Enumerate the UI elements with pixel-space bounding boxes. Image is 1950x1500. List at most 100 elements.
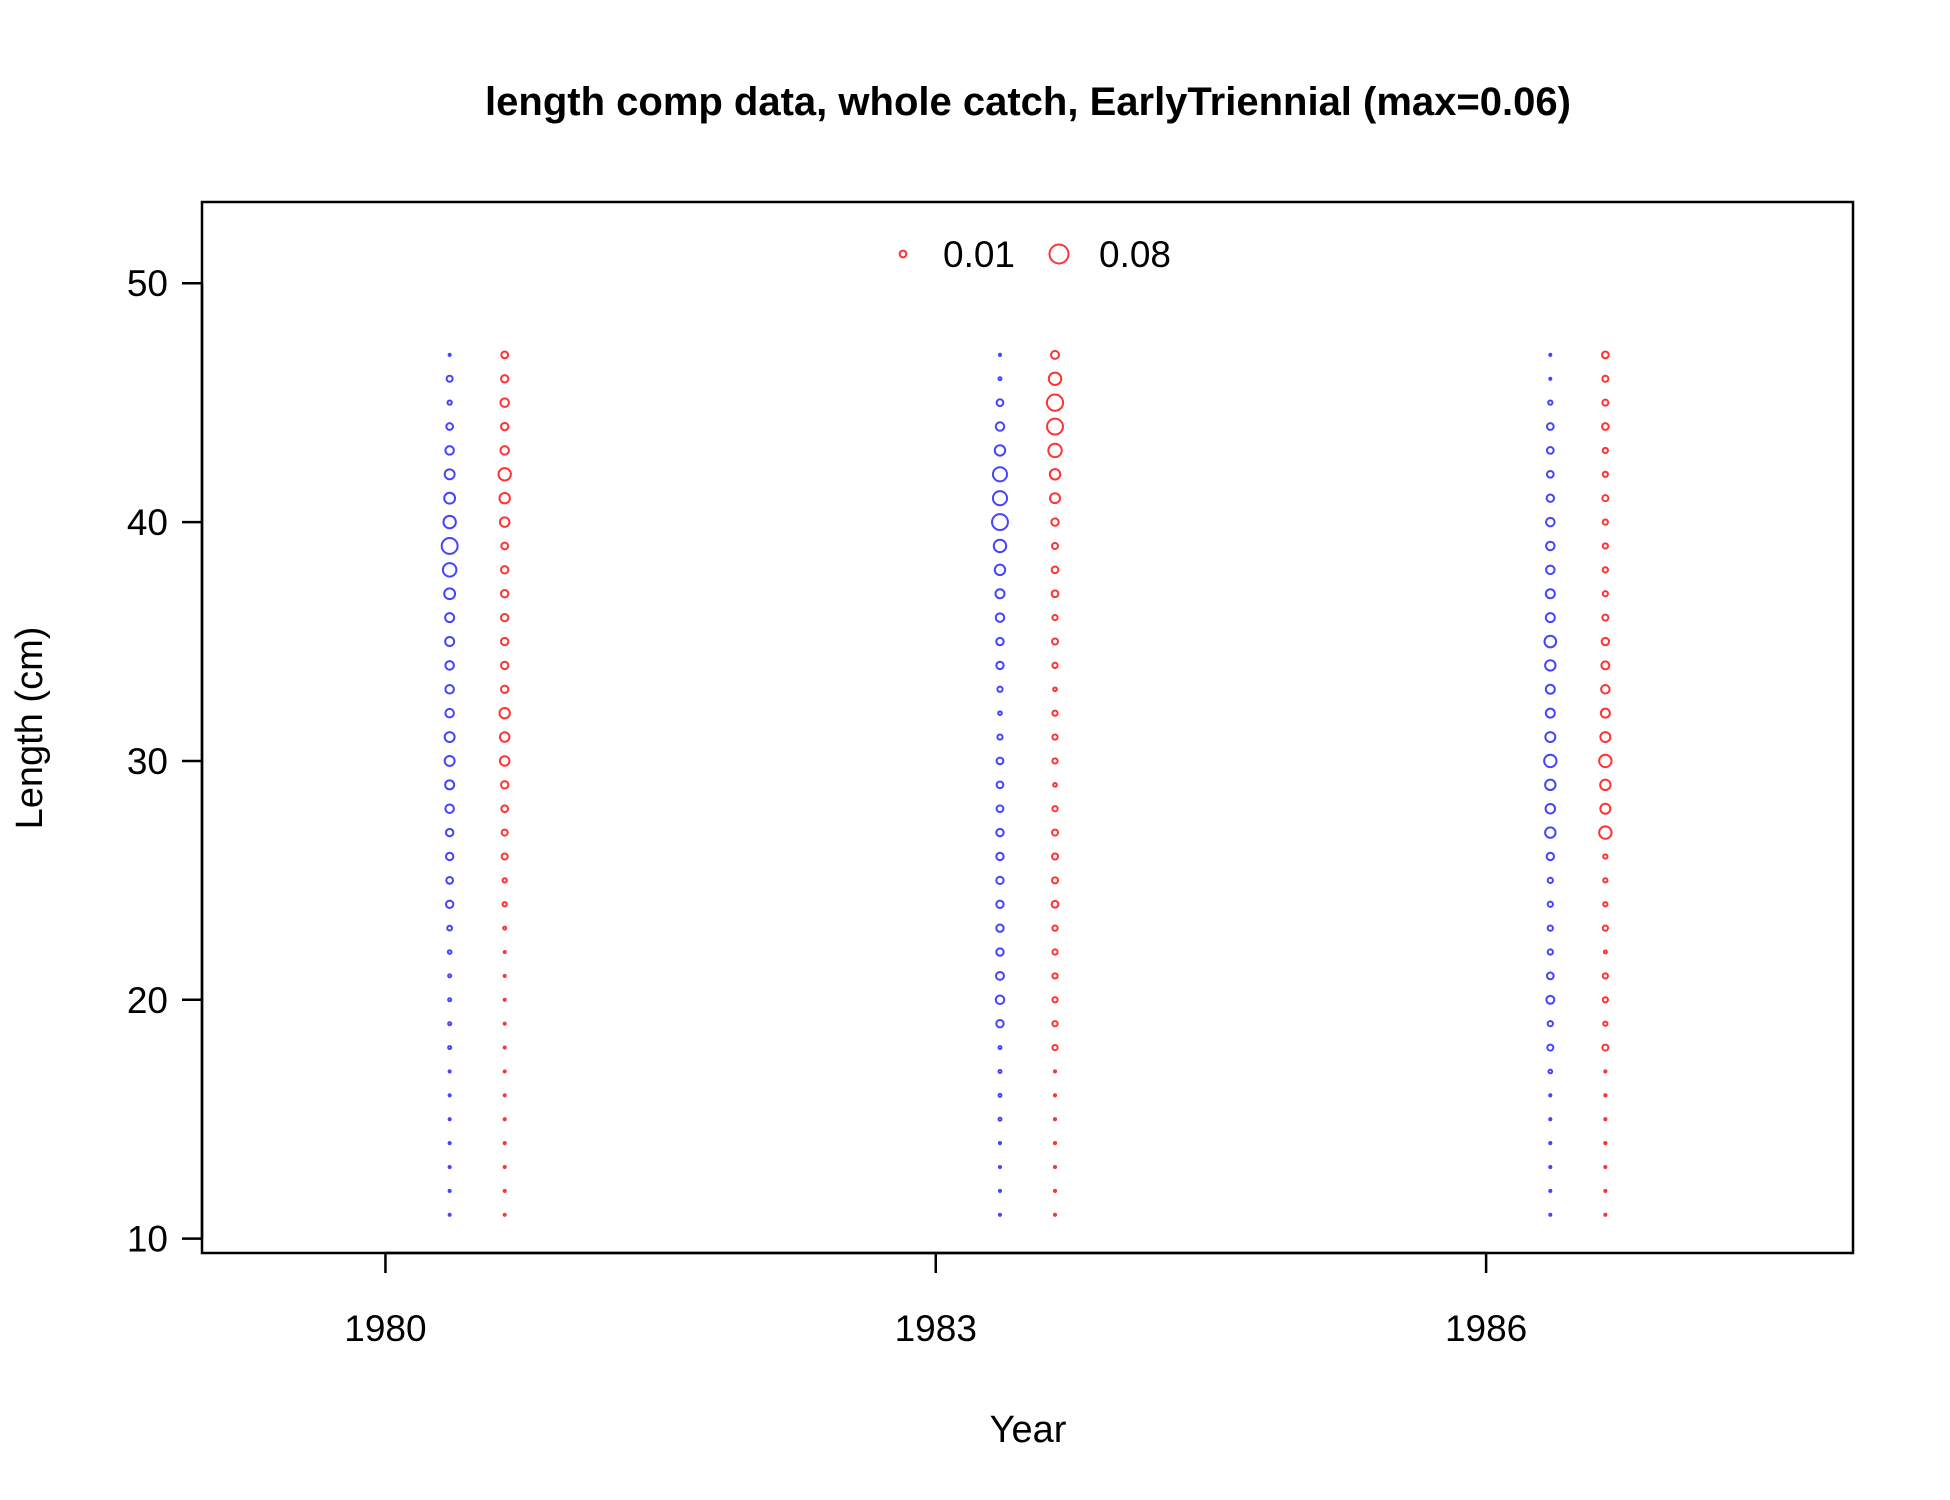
bubble-point <box>440 537 459 555</box>
bubble-point <box>502 997 507 1002</box>
bubble-point <box>502 1141 507 1146</box>
bubble-point <box>500 421 510 432</box>
bubble-point <box>994 588 1006 600</box>
bubble-point <box>1050 899 1060 909</box>
bubble-point <box>444 684 455 695</box>
bubble-point <box>1548 1117 1553 1122</box>
bubble-point <box>444 612 456 624</box>
bubble-point <box>500 804 510 814</box>
bubble-point <box>1548 376 1553 381</box>
bubble-point <box>1543 634 1558 649</box>
bubble-point <box>1544 683 1556 695</box>
bubble-point <box>447 1117 452 1122</box>
bubble-point <box>500 684 510 694</box>
bubble-point <box>1601 613 1610 622</box>
bubble-point <box>500 828 509 837</box>
bubble-point <box>991 466 1009 483</box>
bubble-point <box>499 445 510 456</box>
bubble-point <box>1548 1188 1553 1193</box>
bubble-point <box>995 804 1005 814</box>
bubble-point <box>1546 948 1554 956</box>
bubble-point <box>995 827 1005 838</box>
y-axis-label: Length (cm) <box>9 627 51 830</box>
bubble-point <box>1051 541 1060 550</box>
bubble-point <box>1601 446 1609 455</box>
bubble-point <box>997 1188 1003 1193</box>
bubble-point <box>444 445 455 456</box>
bubble-point <box>1051 972 1059 980</box>
bubble-point <box>1052 781 1058 788</box>
bubble-point <box>1051 852 1060 861</box>
bubble-point <box>1544 659 1557 672</box>
y-tick-label: 10 <box>127 1219 168 1260</box>
bubble-point <box>1603 1188 1608 1193</box>
bubble-point <box>1047 442 1063 459</box>
bubble-point <box>995 398 1005 408</box>
bubble-point <box>1545 469 1555 479</box>
bubble-point <box>1599 778 1612 792</box>
bubble-point <box>444 851 455 862</box>
bubble-point <box>444 827 455 838</box>
bubble-point <box>1601 590 1609 598</box>
bubble-point <box>1601 996 1609 1004</box>
bubble-point <box>993 563 1007 577</box>
bubble-point <box>1045 393 1065 412</box>
bubble-point <box>995 1019 1005 1029</box>
bubble-point <box>1603 1069 1608 1074</box>
bubble-point <box>502 1212 507 1217</box>
bubble-point <box>1052 1141 1058 1146</box>
bubble-point <box>1545 971 1555 981</box>
bubble-point <box>997 1141 1003 1146</box>
bubble-point <box>1603 1141 1608 1146</box>
bubble-point <box>502 1045 507 1050</box>
bubble-point <box>1598 825 1613 840</box>
x-tick-label: 1983 <box>895 1308 977 1349</box>
bubble-point <box>502 1093 507 1098</box>
y-tick-label: 40 <box>127 502 168 543</box>
bubble-point <box>443 468 456 481</box>
bubble-point <box>447 1212 452 1217</box>
x-tick-label: 1986 <box>1445 1308 1527 1349</box>
bubble-point <box>1051 948 1059 956</box>
bubble-point <box>499 397 510 408</box>
bubble-point <box>502 1188 507 1193</box>
bubble-point <box>1546 1020 1554 1028</box>
bubble-point <box>500 660 510 671</box>
bubble-point <box>1052 1093 1058 1098</box>
bubble-point <box>447 997 453 1003</box>
bubble-point <box>1543 753 1558 769</box>
y-tick-label: 20 <box>127 980 168 1021</box>
bubble-point <box>1602 949 1608 955</box>
x-axis: 1980 1983 1986 <box>344 1251 1527 1349</box>
bubble-point <box>500 565 510 575</box>
bubble-point <box>1050 589 1060 599</box>
bubble-point <box>994 994 1006 1006</box>
bubble-series <box>440 349 1613 1217</box>
bubble-point <box>1544 588 1556 600</box>
bubble-point <box>502 1021 507 1026</box>
bubble-point <box>500 612 510 623</box>
bubble-point <box>995 899 1005 909</box>
bubble-point <box>1544 802 1557 815</box>
bubble-point <box>1601 494 1610 503</box>
bubble-point <box>995 923 1005 933</box>
bubble-point <box>1601 924 1609 932</box>
plot-frame <box>200 200 1855 1255</box>
bubble-point <box>1051 637 1060 646</box>
bubble-point <box>1051 828 1060 837</box>
bubble-point <box>1603 1117 1608 1122</box>
bubble-point <box>1051 661 1059 669</box>
bubble-point <box>1601 374 1610 383</box>
bubble-point <box>444 899 455 909</box>
bubble-point <box>992 538 1008 554</box>
bubble-point <box>1544 778 1557 792</box>
bubble-point <box>995 970 1005 981</box>
bubble-point <box>1547 1068 1554 1075</box>
bubble-point <box>1548 1164 1553 1170</box>
bubble-point <box>1602 853 1609 860</box>
bubble-point <box>447 352 452 357</box>
bubble-point <box>1547 399 1554 406</box>
x-axis-label: Year <box>990 1409 1067 1451</box>
bubble-point <box>498 516 511 528</box>
bubble-point <box>1051 709 1059 717</box>
